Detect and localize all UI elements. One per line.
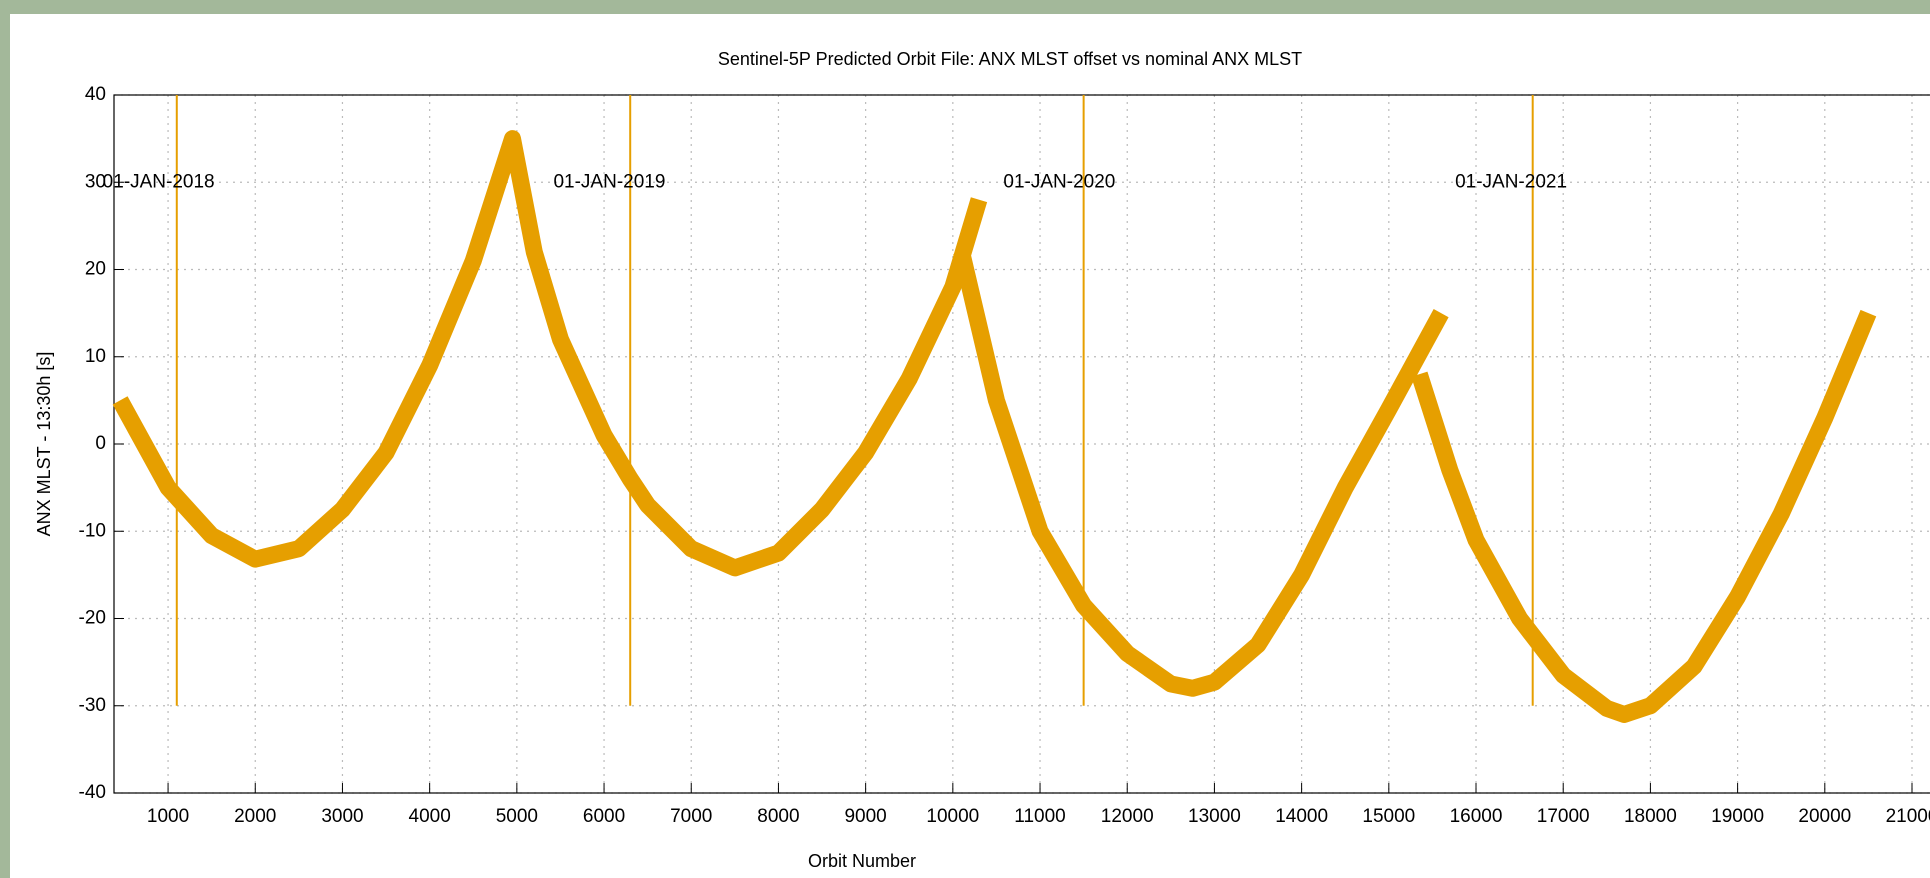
date-annotation: 01-JAN-2019 <box>553 171 665 192</box>
plot-border <box>113 94 1930 794</box>
chart: Sentinel-5P Predicted Orbit File: ANX ML… <box>34 49 1930 871</box>
chart-title: Sentinel-5P Predicted Orbit File: ANX ML… <box>718 49 1302 69</box>
y-axis-label: ANX MLST - 13:30h [s] <box>34 352 54 537</box>
y-tick-label: 30 <box>85 171 106 192</box>
chart-frame: Sentinel-5P Predicted Orbit File: ANX ML… <box>10 14 1930 878</box>
data-line <box>112 130 1877 723</box>
y-tick-label: 20 <box>85 259 106 280</box>
date-annotation: 01-JAN-2021 <box>1455 171 1567 192</box>
x-tick-label: 12000 <box>1101 806 1154 827</box>
y-tick-label: -40 <box>79 782 106 803</box>
x-tick-label: 13000 <box>1188 806 1241 827</box>
y-tick-label: -10 <box>79 520 106 541</box>
date-annotation: 01-JAN-2020 <box>1003 171 1115 192</box>
x-tick-label: 7000 <box>670 806 712 827</box>
x-tick-label: 18000 <box>1624 806 1677 827</box>
y-tick-label: 40 <box>85 84 106 105</box>
x-tick-label: 11000 <box>1014 806 1065 827</box>
x-tick-label: 3000 <box>321 806 363 827</box>
x-tick-label: 16000 <box>1450 806 1503 827</box>
x-tick-label: 2000 <box>234 806 276 827</box>
y-tick-label: 10 <box>85 346 106 367</box>
date-annotation: 01-JAN-2018 <box>103 171 215 192</box>
x-axis-label: Orbit Number <box>808 851 916 871</box>
x-tick-label: 8000 <box>757 806 799 827</box>
x-tick-label: 1000 <box>147 806 189 827</box>
x-tick-label: 19000 <box>1711 806 1764 827</box>
x-tick-label: 5000 <box>496 806 538 827</box>
x-tick-label: 14000 <box>1275 806 1328 827</box>
x-tick-label: 15000 <box>1362 806 1415 827</box>
x-tick-label: 20000 <box>1798 806 1851 827</box>
x-tick-label: 10000 <box>926 806 979 827</box>
x-tick-label: 17000 <box>1537 806 1590 827</box>
x-tick-label: 9000 <box>844 806 886 827</box>
y-tick-label: -20 <box>79 608 106 629</box>
y-tick-label: -30 <box>79 695 106 716</box>
x-tick-label: 6000 <box>583 806 625 827</box>
x-tick-label: 4000 <box>409 806 451 827</box>
y-tick-label: 0 <box>95 433 106 454</box>
